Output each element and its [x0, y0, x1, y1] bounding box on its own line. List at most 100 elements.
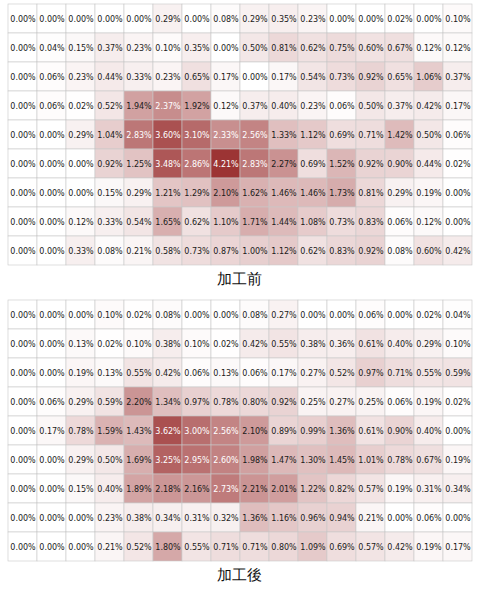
svg-text:0.92%: 0.92% [358, 247, 384, 256]
svg-text:0.06%: 0.06% [445, 131, 471, 140]
svg-text:0.29%: 0.29% [68, 398, 94, 407]
svg-text:0.59%: 0.59% [445, 369, 471, 378]
svg-text:0.31%: 0.31% [184, 514, 210, 523]
svg-text:0.33%: 0.33% [68, 247, 94, 256]
svg-text:0.00%: 0.00% [213, 311, 239, 320]
svg-text:0.40%: 0.40% [271, 102, 297, 111]
svg-text:0.10%: 0.10% [445, 15, 471, 24]
svg-text:0.17%: 0.17% [39, 427, 65, 436]
svg-text:0.06%: 0.06% [387, 398, 413, 407]
svg-text:1.62%: 1.62% [242, 189, 268, 198]
svg-text:0.00%: 0.00% [387, 311, 413, 320]
svg-text:0.73%: 0.73% [329, 73, 355, 82]
svg-text:0.37%: 0.37% [97, 44, 123, 53]
svg-text:0.92%: 0.92% [97, 160, 123, 169]
svg-text:0.54%: 0.54% [300, 73, 326, 82]
svg-text:0.52%: 0.52% [329, 369, 355, 378]
svg-text:3.60%: 3.60% [155, 131, 181, 140]
svg-text:0.15%: 0.15% [68, 485, 94, 494]
svg-text:2.37%: 2.37% [155, 102, 181, 111]
svg-text:0.37%: 0.37% [387, 102, 413, 111]
svg-text:0.02%: 0.02% [416, 311, 442, 320]
svg-text:2.01%: 2.01% [271, 485, 297, 494]
svg-text:0.00%: 0.00% [10, 311, 36, 320]
svg-text:0.55%: 0.55% [271, 340, 297, 349]
svg-text:2.60%: 2.60% [213, 456, 239, 465]
svg-text:0.00%: 0.00% [68, 514, 94, 523]
svg-text:0.27%: 0.27% [329, 398, 355, 407]
svg-text:0.59%: 0.59% [97, 398, 123, 407]
svg-text:3.62%: 3.62% [155, 427, 181, 436]
svg-text:2.18%: 2.18% [155, 485, 181, 494]
svg-text:0.29%: 0.29% [416, 340, 442, 349]
svg-text:0.81%: 0.81% [358, 189, 384, 198]
svg-text:0.10%: 0.10% [155, 44, 181, 53]
svg-text:0.13%: 0.13% [213, 369, 239, 378]
svg-text:0.00%: 0.00% [68, 543, 94, 552]
svg-text:1.45%: 1.45% [329, 456, 355, 465]
svg-text:0.02%: 0.02% [445, 160, 471, 169]
svg-text:0.00%: 0.00% [184, 15, 210, 24]
svg-text:0.69%: 0.69% [300, 160, 326, 169]
svg-text:1.25%: 1.25% [126, 160, 152, 169]
svg-text:1.04%: 1.04% [97, 131, 123, 140]
svg-text:0.23%: 0.23% [300, 15, 326, 24]
svg-text:0.61%: 0.61% [358, 427, 384, 436]
svg-text:0.08%: 0.08% [242, 311, 268, 320]
svg-text:0.15%: 0.15% [97, 189, 123, 198]
svg-text:1.12%: 1.12% [271, 247, 297, 256]
svg-text:0.97%: 0.97% [184, 398, 210, 407]
svg-text:0.34%: 0.34% [445, 485, 471, 494]
svg-text:0.00%: 0.00% [10, 218, 36, 227]
svg-text:0.00%: 0.00% [39, 543, 65, 552]
svg-text:0.00%: 0.00% [10, 485, 36, 494]
svg-text:0.78%: 0.78% [387, 456, 413, 465]
svg-text:1.21%: 1.21% [155, 189, 181, 198]
svg-text:0.00%: 0.00% [387, 514, 413, 523]
svg-text:1.69%: 1.69% [126, 456, 152, 465]
svg-text:0.29%: 0.29% [68, 131, 94, 140]
svg-text:0.33%: 0.33% [126, 73, 152, 82]
svg-text:0.40%: 0.40% [97, 485, 123, 494]
svg-text:0.35%: 0.35% [271, 15, 297, 24]
svg-text:0.17%: 0.17% [445, 543, 471, 552]
svg-text:0.71%: 0.71% [213, 543, 239, 552]
svg-text:0.08%: 0.08% [213, 15, 239, 24]
svg-text:0.44%: 0.44% [416, 160, 442, 169]
svg-text:0.27%: 0.27% [300, 369, 326, 378]
svg-text:0.67%: 0.67% [416, 456, 442, 465]
svg-text:0.55%: 0.55% [416, 369, 442, 378]
svg-text:0.67%: 0.67% [387, 44, 413, 53]
svg-text:0.54%: 0.54% [126, 218, 152, 227]
svg-text:0.71%: 0.71% [242, 543, 268, 552]
svg-text:0.06%: 0.06% [329, 102, 355, 111]
svg-text:0.00%: 0.00% [10, 73, 36, 82]
svg-text:0.02%: 0.02% [68, 102, 94, 111]
svg-text:1.43%: 1.43% [126, 427, 152, 436]
svg-text:0.55%: 0.55% [126, 369, 152, 378]
svg-text:0.69%: 0.69% [329, 131, 355, 140]
svg-text:0.17%: 0.17% [445, 102, 471, 111]
svg-text:0.15%: 0.15% [68, 44, 94, 53]
svg-text:0.08%: 0.08% [387, 247, 413, 256]
svg-text:0.00%: 0.00% [39, 160, 65, 169]
svg-text:0.25%: 0.25% [358, 398, 384, 407]
svg-text:0.58%: 0.58% [155, 247, 181, 256]
svg-text:0.00%: 0.00% [68, 311, 94, 320]
svg-text:1.30%: 1.30% [300, 456, 326, 465]
svg-text:0.92%: 0.92% [358, 160, 384, 169]
svg-text:0.02%: 0.02% [97, 340, 123, 349]
svg-text:0.73%: 0.73% [329, 218, 355, 227]
svg-text:0.19%: 0.19% [416, 543, 442, 552]
svg-text:0.00%: 0.00% [126, 15, 152, 24]
svg-text:1.33%: 1.33% [271, 131, 297, 140]
svg-text:0.19%: 0.19% [416, 189, 442, 198]
svg-text:0.96%: 0.96% [300, 514, 326, 523]
svg-text:0.29%: 0.29% [387, 189, 413, 198]
svg-text:1.44%: 1.44% [271, 218, 297, 227]
svg-text:1.12%: 1.12% [300, 131, 326, 140]
svg-text:0.06%: 0.06% [39, 102, 65, 111]
svg-text:0.04%: 0.04% [445, 311, 471, 320]
svg-text:0.00%: 0.00% [184, 311, 210, 320]
svg-text:0.06%: 0.06% [416, 514, 442, 523]
